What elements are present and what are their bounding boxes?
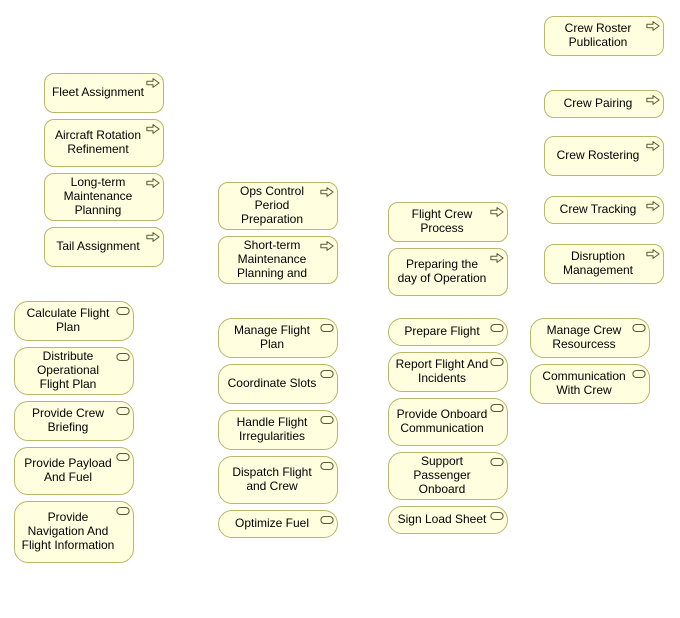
- function-pill-icon: [632, 368, 646, 380]
- function-pill-icon: [490, 322, 504, 334]
- node-crew-tracking[interactable]: Crew Tracking: [544, 196, 664, 224]
- function-pill-icon: [490, 402, 504, 414]
- function-pill-icon: [320, 460, 334, 472]
- node-report-flight-inc[interactable]: Report Flight And Incidents: [388, 352, 508, 392]
- node-label: Handle Flight Irregularities: [225, 416, 319, 444]
- process-arrow-icon: [646, 140, 660, 152]
- node-onboard-comm[interactable]: Provide Onboard Communication: [388, 398, 508, 446]
- node-flight-crew-process[interactable]: Flight Crew Process: [388, 202, 508, 242]
- node-label: Short-term Maintenance Planning and: [225, 239, 319, 280]
- function-pill-icon: [490, 456, 504, 468]
- node-dispatch-flight-crew[interactable]: Dispatch Flight and Crew: [218, 456, 338, 504]
- node-label: Provide Payload And Fuel: [21, 457, 115, 485]
- diagram-canvas: Fleet Assignment Aircraft Rotation Refine…: [0, 0, 680, 618]
- node-tail-assignment[interactable]: Tail Assignment: [44, 227, 164, 267]
- node-crew-rostering[interactable]: Crew Rostering: [544, 136, 664, 176]
- function-pill-icon: [320, 414, 334, 426]
- node-label: Aircraft Rotation Refinement: [51, 129, 145, 157]
- process-arrow-icon: [490, 252, 504, 264]
- node-label: Manage Flight Plan: [225, 324, 319, 352]
- node-crew-roster-pub[interactable]: Crew Roster Publication: [544, 16, 664, 56]
- function-pill-icon: [116, 405, 130, 417]
- function-pill-icon: [116, 305, 130, 317]
- node-nav-flight-info[interactable]: Provide Navigation And Flight Informatio…: [14, 501, 134, 563]
- node-label: Calculate Flight Plan: [21, 307, 115, 335]
- node-label: Provide Onboard Communication: [395, 408, 489, 436]
- node-calc-flight-plan[interactable]: Calculate Flight Plan: [14, 301, 134, 341]
- process-arrow-icon: [146, 77, 160, 89]
- node-label: Crew Roster Publication: [551, 22, 645, 50]
- node-label: Crew Pairing: [551, 97, 645, 111]
- process-arrow-icon: [646, 20, 660, 32]
- node-label: Preparing the day of Operation: [395, 258, 489, 286]
- node-distribute-ofp[interactable]: Distribute Operational Flight Plan: [14, 347, 134, 395]
- node-sign-load-sheet[interactable]: Sign Load Sheet: [388, 506, 508, 534]
- node-label: Provide Navigation And Flight Informatio…: [21, 511, 115, 552]
- node-label: Tail Assignment: [51, 240, 145, 254]
- process-arrow-icon: [646, 248, 660, 260]
- node-label: Ops Control Period Preparation: [225, 185, 319, 226]
- node-comm-with-crew[interactable]: Communication With Crew: [530, 364, 650, 404]
- process-arrow-icon: [490, 206, 504, 218]
- process-arrow-icon: [646, 94, 660, 106]
- node-handle-irregularities[interactable]: Handle Flight Irregularities: [218, 410, 338, 450]
- node-fleet-assignment[interactable]: Fleet Assignment: [44, 73, 164, 113]
- process-arrow-icon: [320, 186, 334, 198]
- function-pill-icon: [116, 505, 130, 517]
- node-shortterm-maint[interactable]: Short-term Maintenance Planning and: [218, 236, 338, 284]
- node-prepare-flight[interactable]: Prepare Flight: [388, 318, 508, 346]
- node-aircraft-rotation[interactable]: Aircraft Rotation Refinement: [44, 119, 164, 167]
- process-arrow-icon: [146, 123, 160, 135]
- node-label: Report Flight And Incidents: [395, 358, 489, 386]
- function-pill-icon: [320, 514, 334, 526]
- process-arrow-icon: [646, 200, 660, 212]
- function-pill-icon: [320, 322, 334, 334]
- node-label: Long-term Maintenance Planning: [51, 176, 145, 217]
- function-pill-icon: [116, 351, 130, 363]
- node-crew-pairing[interactable]: Crew Pairing: [544, 90, 664, 118]
- node-label: Prepare Flight: [395, 325, 489, 339]
- function-pill-icon: [632, 322, 646, 334]
- node-label: Crew Rostering: [551, 149, 645, 163]
- node-label: Manage Crew Resourcess: [537, 324, 631, 352]
- node-label: Sign Load Sheet: [395, 513, 489, 527]
- node-label: Fleet Assignment: [51, 86, 145, 100]
- node-support-passenger[interactable]: Support Passenger Onboard: [388, 452, 508, 500]
- process-arrow-icon: [146, 231, 160, 243]
- function-pill-icon: [490, 356, 504, 368]
- node-optimize-fuel[interactable]: Optimize Fuel: [218, 510, 338, 538]
- node-label: Crew Tracking: [551, 203, 645, 217]
- function-pill-icon: [320, 368, 334, 380]
- node-payload-fuel[interactable]: Provide Payload And Fuel: [14, 447, 134, 495]
- function-pill-icon: [116, 451, 130, 463]
- node-prepare-day-ops[interactable]: Preparing the day of Operation: [388, 248, 508, 296]
- node-manage-flight-plan[interactable]: Manage Flight Plan: [218, 318, 338, 358]
- process-arrow-icon: [146, 177, 160, 189]
- function-pill-icon: [490, 510, 504, 522]
- node-disruption-mgmt[interactable]: Disruption Management: [544, 244, 664, 284]
- node-label: Communication With Crew: [537, 370, 631, 398]
- node-label: Disruption Management: [551, 250, 645, 278]
- node-label: Flight Crew Process: [395, 208, 489, 236]
- process-arrow-icon: [320, 240, 334, 252]
- node-longterm-maint[interactable]: Long-term Maintenance Planning: [44, 173, 164, 221]
- node-label: Dispatch Flight and Crew: [225, 466, 319, 494]
- node-label: Support Passenger Onboard: [395, 455, 489, 496]
- node-label: Optimize Fuel: [225, 517, 319, 531]
- node-coordinate-slots[interactable]: Coordinate Slots: [218, 364, 338, 404]
- node-crew-briefing[interactable]: Provide Crew Briefing: [14, 401, 134, 441]
- node-label: Coordinate Slots: [225, 377, 319, 391]
- node-ops-control-prep[interactable]: Ops Control Period Preparation: [218, 182, 338, 230]
- node-manage-crew-res[interactable]: Manage Crew Resourcess: [530, 318, 650, 358]
- node-label: Provide Crew Briefing: [21, 407, 115, 435]
- node-label: Distribute Operational Flight Plan: [21, 350, 115, 391]
